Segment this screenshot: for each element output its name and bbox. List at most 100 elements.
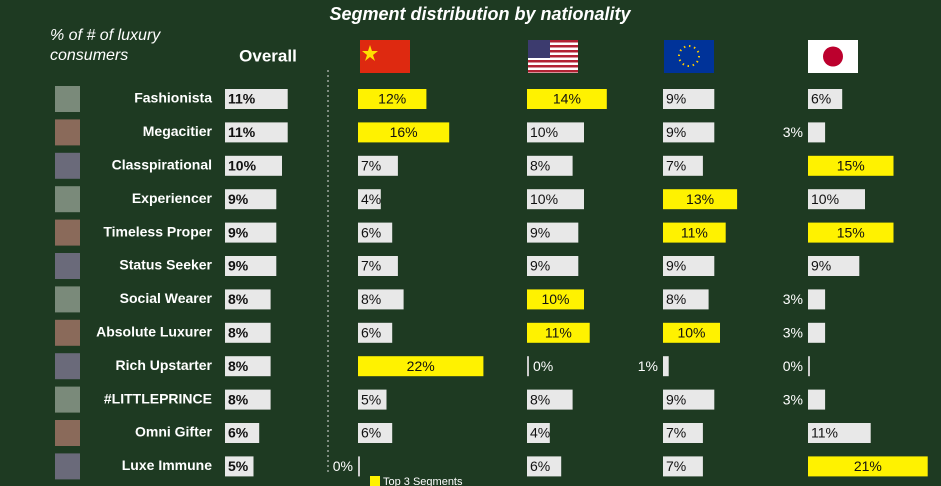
bar (527, 356, 529, 377)
category-label: Fashionista (134, 90, 212, 106)
bar (663, 456, 703, 477)
value-label: 10% (530, 124, 558, 140)
value-label: 7% (361, 158, 381, 174)
value-label: 6% (361, 425, 381, 441)
bar (358, 456, 360, 477)
value-label: 10% (228, 158, 257, 174)
segment-icon (55, 253, 80, 279)
value-label: 16% (390, 124, 418, 140)
segment-icon (55, 186, 80, 213)
value-label: 22% (407, 358, 435, 374)
bar (358, 155, 398, 176)
bar (663, 122, 715, 143)
category-label: Omni Gifter (135, 424, 213, 440)
value-label: 9% (228, 191, 249, 207)
value-label: 8% (228, 325, 249, 341)
value-label: 14% (553, 91, 581, 107)
bar (527, 423, 550, 443)
value-label: 4% (361, 191, 381, 207)
value-label: 10% (530, 191, 558, 207)
bar (527, 89, 607, 109)
category-label: Classpirational (112, 157, 212, 173)
bar (358, 189, 381, 210)
category-label: Experiencer (132, 190, 213, 206)
category-label: Megacitier (143, 123, 213, 139)
value-label: 0% (333, 458, 353, 474)
value-label: 11% (811, 425, 838, 441)
segment-icon (55, 353, 80, 380)
value-label: 9% (228, 224, 249, 240)
value-label: 8% (228, 358, 249, 374)
value-label: 1% (638, 358, 658, 374)
value-label: 6% (530, 458, 550, 474)
value-label: 3% (783, 325, 803, 341)
bar (808, 89, 843, 109)
segment-icon (55, 86, 80, 112)
segment-icon (55, 286, 80, 313)
value-label: 4% (530, 425, 550, 441)
value-label: 9% (228, 258, 249, 274)
bar (808, 356, 810, 377)
value-label: 9% (530, 258, 550, 274)
category-label: Absolute Luxurer (96, 324, 212, 340)
segment-icon (55, 386, 80, 413)
bar (808, 189, 865, 210)
bar (225, 222, 277, 243)
value-label: 11% (545, 325, 572, 341)
bar (527, 322, 590, 343)
bar (225, 189, 277, 210)
bar (663, 256, 715, 276)
bar (527, 189, 584, 210)
bar (358, 89, 427, 109)
bar (225, 356, 271, 377)
segment-icon (55, 319, 80, 346)
legend-label: Top 3 Segments (383, 476, 463, 486)
flag-china (360, 40, 410, 73)
bar (663, 155, 703, 176)
flag-japan (808, 40, 858, 73)
bar (225, 155, 282, 176)
value-label: 5% (228, 458, 249, 474)
legend-swatch (370, 476, 380, 486)
bar (808, 322, 826, 343)
value-label: 3% (783, 124, 803, 140)
bar (808, 456, 928, 477)
bar (663, 189, 738, 210)
category-label: Status Seeker (119, 257, 212, 273)
bar (808, 122, 826, 143)
value-label: 10% (677, 325, 705, 341)
bar (808, 256, 860, 276)
value-label: 11% (228, 91, 256, 107)
value-label: 8% (228, 291, 249, 307)
segment-icon (55, 119, 80, 146)
subtitle: % of # of luxury consumers (50, 27, 161, 64)
value-label: 8% (530, 391, 550, 407)
bar (663, 389, 715, 410)
bar (358, 389, 387, 410)
segment-icon (55, 453, 80, 480)
value-label: 8% (666, 291, 686, 307)
segment-icon (55, 152, 80, 179)
category-label: Luxe Immune (122, 457, 212, 473)
value-label: 11% (228, 124, 256, 140)
flag-usa (528, 40, 578, 73)
value-label: 3% (783, 391, 803, 407)
bar (808, 289, 826, 310)
category-label: Timeless Proper (103, 223, 212, 239)
value-label: 6% (811, 91, 831, 107)
value-label: 0% (533, 358, 553, 374)
bar (663, 222, 726, 243)
bar (225, 122, 288, 143)
value-label: 9% (666, 391, 686, 407)
bar (358, 122, 450, 143)
bar (225, 289, 271, 310)
bar (225, 456, 254, 477)
bar (527, 289, 584, 310)
bar (663, 423, 703, 443)
chart-title: Segment distribution by nationality (329, 4, 631, 24)
value-label: 11% (681, 224, 708, 240)
value-label: 8% (361, 291, 381, 307)
bar (527, 456, 562, 477)
value-label: 6% (361, 224, 381, 240)
